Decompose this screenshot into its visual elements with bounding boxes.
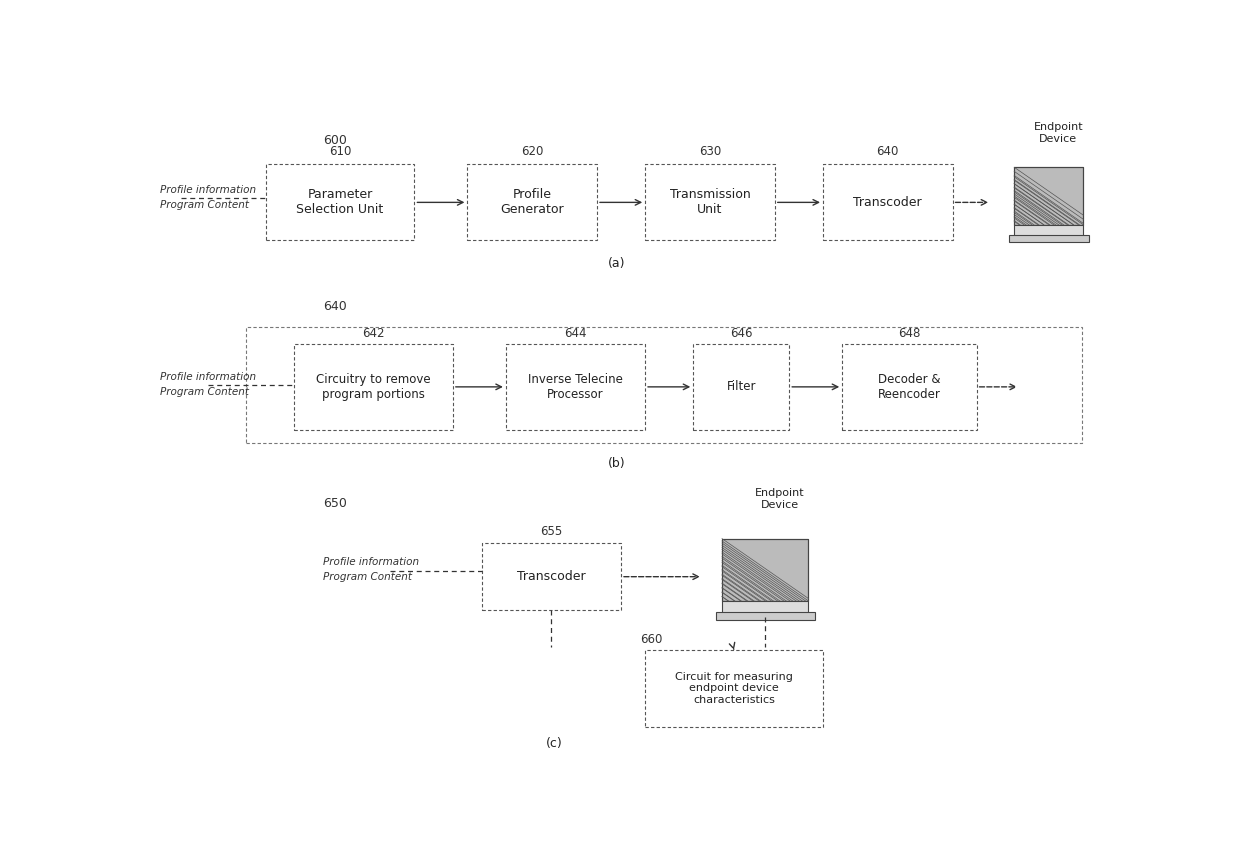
Bar xyxy=(715,612,815,620)
Text: Transmission
Unit: Transmission Unit xyxy=(670,188,750,216)
Text: Transcoder: Transcoder xyxy=(517,570,585,583)
Bar xyxy=(645,650,823,727)
Bar xyxy=(1014,167,1084,225)
Text: 646: 646 xyxy=(730,327,753,340)
Text: (c): (c) xyxy=(546,737,562,750)
Bar xyxy=(247,327,1083,444)
Bar xyxy=(842,343,977,430)
Bar xyxy=(481,543,621,610)
Text: Filter: Filter xyxy=(727,381,756,394)
Text: 630: 630 xyxy=(699,145,722,158)
Text: (a): (a) xyxy=(608,257,625,270)
Bar xyxy=(1014,167,1084,225)
Text: Program Content: Program Content xyxy=(324,572,412,581)
Text: 620: 620 xyxy=(521,145,543,158)
Bar xyxy=(722,601,808,617)
Bar xyxy=(467,163,596,240)
Bar xyxy=(1009,235,1089,242)
Text: 660: 660 xyxy=(640,633,662,646)
Text: Profile information: Profile information xyxy=(324,557,419,567)
Text: Profile
Generator: Profile Generator xyxy=(501,188,564,216)
Text: 640: 640 xyxy=(324,300,347,313)
Text: Profile information: Profile information xyxy=(160,372,255,381)
Text: 610: 610 xyxy=(329,145,351,158)
Text: 648: 648 xyxy=(898,327,920,340)
Text: Endpoint
Device: Endpoint Device xyxy=(1033,122,1084,144)
Text: 640: 640 xyxy=(877,145,899,158)
Text: Inverse Telecine
Processor: Inverse Telecine Processor xyxy=(528,373,622,400)
Text: Program Content: Program Content xyxy=(160,387,249,396)
Text: Profile information: Profile information xyxy=(160,185,255,195)
Text: Endpoint
Device: Endpoint Device xyxy=(755,489,805,510)
Text: Decoder &
Reencoder: Decoder & Reencoder xyxy=(878,373,941,400)
Bar xyxy=(645,163,775,240)
Bar xyxy=(693,343,790,430)
Text: 644: 644 xyxy=(564,327,587,340)
Text: 642: 642 xyxy=(362,327,384,340)
Bar xyxy=(722,539,808,601)
Text: Circuit for measuring
endpoint device
characteristics: Circuit for measuring endpoint device ch… xyxy=(675,671,792,705)
Bar xyxy=(265,163,414,240)
Text: Parameter
Selection Unit: Parameter Selection Unit xyxy=(296,188,383,216)
Bar xyxy=(506,343,645,430)
Text: (b): (b) xyxy=(608,457,625,470)
Bar xyxy=(294,343,453,430)
Text: Program Content: Program Content xyxy=(160,200,249,210)
Bar xyxy=(823,163,952,240)
Text: 650: 650 xyxy=(324,497,347,510)
Text: Circuitry to remove
program portions: Circuitry to remove program portions xyxy=(316,373,432,400)
Text: 655: 655 xyxy=(541,525,563,538)
Text: Transcoder: Transcoder xyxy=(853,195,923,208)
Bar xyxy=(1014,225,1084,239)
Bar xyxy=(722,539,808,601)
Text: 600: 600 xyxy=(324,134,347,147)
